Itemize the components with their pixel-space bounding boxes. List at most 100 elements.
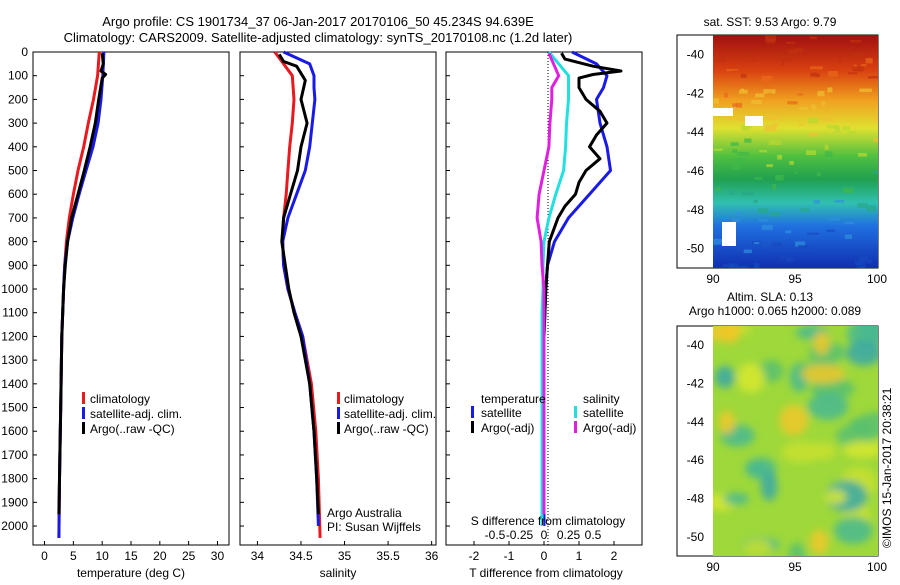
difference-plot: -2 -1 0 1 2 -0.5 -0.25 0 0.25 0.5 bbox=[446, 50, 623, 563]
depth-tick-label: 200 bbox=[8, 92, 28, 106]
series-line-magenta bbox=[535, 52, 561, 515]
legend-label-argo: Argo(..raw -QC) bbox=[344, 422, 429, 436]
depth-axis: 0 100 200 300 400 500 600 700 800 900 1000 1100 1200… bbox=[1, 45, 28, 533]
series-line-black bbox=[57, 53, 108, 515]
sst-texture-cell bbox=[743, 54, 750, 57]
x-tick-label: 34 bbox=[251, 549, 265, 563]
sla-texture-blob bbox=[846, 340, 878, 366]
salinity-axis-label: salinity bbox=[320, 566, 357, 580]
difference-legend: temperature satellite Argo(-adj) salinit… bbox=[471, 392, 636, 435]
s-difference-axis-label: S difference from climatology bbox=[471, 514, 626, 528]
sst-texture-cell bbox=[730, 142, 739, 146]
sst-texture-cell bbox=[715, 56, 726, 63]
pi-label: PI: Susan Wijffels bbox=[327, 520, 421, 534]
x-tick-label: 10 bbox=[95, 549, 109, 563]
sst-texture-cell bbox=[722, 264, 734, 268]
sst-texture-cell bbox=[799, 106, 808, 110]
imos-credit: ©IMOS 15-Jan-2017 20:38:21 bbox=[880, 387, 894, 548]
sst-texture-cell bbox=[817, 90, 825, 97]
sst-texture-cell bbox=[771, 254, 776, 258]
sst-texture-cell bbox=[753, 262, 760, 268]
sst-texture-cell bbox=[761, 117, 773, 121]
sst-texture-cell bbox=[728, 189, 735, 195]
depth-tick-label: 1200 bbox=[1, 329, 28, 343]
sla-texture-blob bbox=[813, 331, 830, 355]
x-tick-label: 30 bbox=[211, 549, 225, 563]
sst-texture-cell bbox=[858, 152, 867, 157]
sla-texture-blob bbox=[714, 365, 735, 389]
sst-texture-cell bbox=[736, 103, 743, 108]
legend-label-climatology: climatology bbox=[344, 392, 404, 406]
sst-texture-cell bbox=[794, 171, 799, 174]
map-y-tick-label: -50 bbox=[687, 530, 705, 544]
sst-texture-cell bbox=[775, 174, 784, 181]
sst-texture-cell bbox=[733, 164, 741, 170]
sst-texture-cell bbox=[753, 199, 758, 204]
sst-texture-cell bbox=[732, 149, 738, 154]
sst-texture-cell bbox=[874, 116, 878, 122]
sst-texture-cell bbox=[785, 257, 794, 262]
sst-texture-cell bbox=[743, 192, 755, 195]
sst-texture-cell bbox=[867, 76, 878, 79]
sst-texture-cell bbox=[826, 114, 832, 117]
depth-tick-label: 500 bbox=[8, 164, 28, 178]
sst-texture-cell bbox=[775, 55, 788, 61]
sla-texture-blob bbox=[855, 412, 878, 437]
sst-texture-cell bbox=[811, 104, 816, 110]
sst-texture-cell bbox=[764, 35, 777, 42]
sst-texture-cell bbox=[850, 39, 862, 43]
sst-texture-cell bbox=[821, 118, 834, 121]
series-line-black bbox=[540, 52, 623, 515]
sla-texture-blob bbox=[718, 410, 736, 435]
sst-texture-cell bbox=[761, 224, 773, 230]
sst-texture-cell bbox=[844, 234, 852, 239]
x-tick-label: 36 bbox=[425, 549, 439, 563]
map-y-tick-label: -42 bbox=[687, 377, 705, 391]
sst-texture-cell bbox=[856, 265, 866, 268]
sst-texture-cell bbox=[761, 75, 773, 80]
legend-label-s-satellite: satellite bbox=[583, 406, 624, 420]
sst-texture-cell bbox=[806, 150, 817, 156]
figure-title-line2: Climatology: CARS2009. Satellite-adjuste… bbox=[64, 30, 573, 45]
map-x-tick-label: 95 bbox=[788, 272, 802, 286]
x-tick-label: 35 bbox=[338, 549, 352, 563]
x-tick-label: 34.5 bbox=[289, 549, 313, 563]
salinity-plot: 34 34.5 35 35.5 36 bbox=[240, 50, 439, 563]
map-x-tick-label: 90 bbox=[706, 560, 720, 574]
sst-texture-cell bbox=[847, 131, 856, 136]
sst-texture-cell bbox=[843, 187, 854, 194]
temperature-axis-label: temperature (deg C) bbox=[77, 566, 185, 580]
x-tick-label: 0 bbox=[541, 549, 548, 563]
series-line-black bbox=[277, 53, 320, 515]
sst-texture-cell bbox=[815, 73, 820, 77]
sst-texture-cell bbox=[728, 263, 739, 268]
sla-texture-blob bbox=[801, 364, 845, 384]
sst-texture-cell bbox=[824, 144, 829, 150]
argo-australia-label: Argo Australia bbox=[327, 506, 402, 520]
temperature-legend: climatology satellite-adj. clim. Argo(..… bbox=[82, 392, 182, 436]
series-line-cyan bbox=[540, 51, 570, 526]
map-y-tick-label: -48 bbox=[687, 203, 705, 217]
salinity-panel bbox=[239, 51, 437, 546]
map-y-tick-label: -46 bbox=[687, 453, 705, 467]
sst-texture-cell bbox=[826, 229, 836, 232]
sst-texture-cell bbox=[785, 230, 792, 234]
sst-texture-cell bbox=[763, 89, 776, 94]
sst-texture-cell bbox=[860, 64, 867, 67]
map-x-tick-label: 100 bbox=[867, 272, 887, 286]
x-tick-label: 25 bbox=[182, 549, 196, 563]
legend-swatch-argo bbox=[337, 422, 340, 434]
sst-texture-cell bbox=[732, 103, 738, 107]
sst-texture-cell bbox=[865, 58, 873, 64]
sst-texture-cell bbox=[827, 87, 833, 93]
s-tick-label: -0.25 bbox=[506, 528, 534, 542]
s-tick-label: -0.5 bbox=[485, 528, 506, 542]
map-x-tick-label: 90 bbox=[706, 272, 720, 286]
sst-texture-cell bbox=[754, 177, 763, 180]
sst-texture-cell bbox=[810, 66, 823, 70]
sst-texture-cell bbox=[772, 183, 777, 190]
depth-tick-label: 700 bbox=[8, 211, 28, 225]
sst-texture-cell bbox=[726, 116, 739, 120]
sla-texture-blob bbox=[809, 529, 829, 555]
